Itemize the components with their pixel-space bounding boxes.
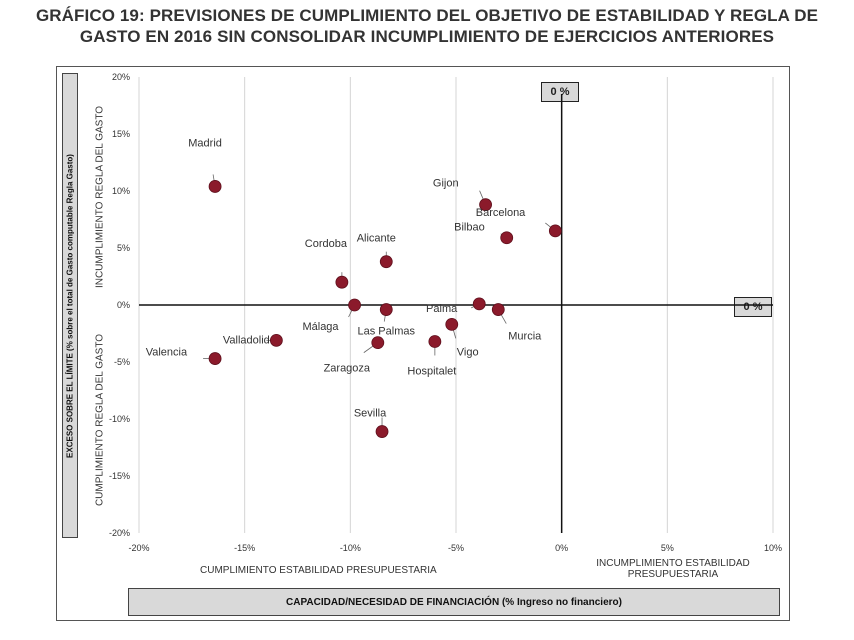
point-laspalmas-label: Las Palmas: [358, 326, 416, 338]
point-gijon-label: Gijon: [433, 178, 459, 190]
x-tick-label: 5%: [661, 543, 674, 553]
y-tick-label: 10%: [112, 186, 130, 196]
point-bilbao-label: Bilbao: [454, 222, 485, 234]
point-madrid-label: Madrid: [188, 137, 222, 149]
point-barcelona-marker: [548, 224, 562, 238]
x-right-quadrant-label-line-1: INCUMPLIMIENTO ESTABILIDAD: [596, 558, 750, 569]
point-vigo-marker: [445, 317, 459, 331]
x-tick-label: -5%: [448, 543, 464, 553]
y-tick-label: -5%: [114, 357, 130, 367]
point-barcelona-label: Barcelona: [476, 207, 526, 219]
y-tick-label: 5%: [117, 243, 130, 253]
point-sevilla-marker: [375, 425, 389, 438]
chart-title-line-2: GASTO EN 2016 SIN CONSOLIDAR INCUMPLIMIE…: [79, 27, 775, 46]
point-zaragoza-marker: [371, 336, 385, 350]
point-cordoba-marker: [335, 275, 349, 289]
point-madrid-marker: [208, 180, 222, 193]
chart-frame: [56, 66, 790, 621]
point-palma-label: Palma: [426, 303, 458, 315]
point-bilbao-marker: [500, 231, 514, 245]
y-tick-label: -20%: [109, 528, 130, 538]
point-palma-marker: [472, 297, 486, 311]
x-tick-label: -20%: [128, 543, 149, 553]
y-tick-label: -15%: [109, 471, 130, 481]
x-tick-label: 0%: [555, 543, 568, 553]
point-valladolid-marker: [269, 333, 283, 347]
point-vigo-label: Vigo: [457, 346, 479, 358]
point-alicante-label: Alicante: [357, 233, 396, 245]
x-tick-label: 10%: [764, 543, 782, 553]
y-tick-label: 20%: [112, 72, 130, 82]
point-hospitalet-marker: [428, 335, 442, 348]
x-right-quadrant-label-line-2: PRESUPUESTARIA: [627, 569, 719, 580]
point-hospitalet-label: Hospitalet: [407, 365, 456, 377]
x-tick-label: -15%: [234, 543, 255, 553]
point-alicante-marker: [379, 255, 393, 269]
chart-title-line-1: GRÁFICO 19: PREVISIONES DE CUMPLIMIENTO …: [35, 6, 819, 25]
x-left-quadrant-label: CUMPLIMIENTO ESTABILIDAD PRESUPUESTARIA: [200, 565, 437, 576]
point-mlaga-marker: [348, 298, 361, 312]
point-murcia-label: Murcia: [508, 331, 542, 343]
point-murcia-marker: [491, 303, 505, 316]
point-valladolid-label: Valladolid: [223, 334, 270, 346]
point-valencia-label: Valencia: [146, 347, 188, 359]
y-tick-label: 0%: [117, 300, 130, 310]
point-zaragoza-label: Zaragoza: [324, 363, 371, 375]
x-right-quadrant-label: INCUMPLIMIENTO ESTABILIDAD PRESUPUESTARI…: [583, 558, 763, 580]
x-tick-label: -10%: [340, 543, 361, 553]
point-mlaga-label: Málaga: [302, 321, 339, 333]
x-zero-reference-box: 0 %: [734, 297, 772, 317]
x-axis-label-box: CAPACIDAD/NECESIDAD DE FINANCIACIÓN (% I…: [128, 588, 780, 616]
x-axis-label: CAPACIDAD/NECESIDAD DE FINANCIACIÓN (% I…: [286, 596, 622, 608]
y-zero-reference-box: 0 %: [541, 82, 579, 102]
point-cordoba-label: Cordoba: [305, 238, 348, 250]
y-tick-label: 15%: [112, 129, 130, 139]
y-axis-label-box: EXCESO SOBRE EL LÍMITE (% sobre el total…: [62, 73, 78, 538]
point-valencia-marker: [208, 352, 222, 365]
point-sevilla-label: Sevilla: [354, 408, 387, 420]
point-gijon-marker: [479, 198, 492, 212]
point-laspalmas-marker: [379, 303, 393, 316]
y-tick-label: -10%: [109, 414, 130, 424]
